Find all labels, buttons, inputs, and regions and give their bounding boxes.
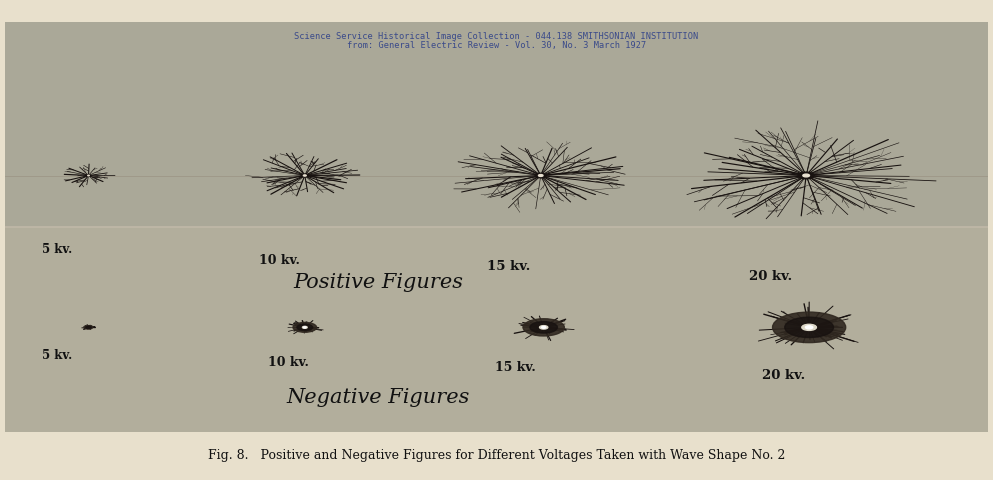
Circle shape xyxy=(297,324,313,331)
Text: 20 kv.: 20 kv. xyxy=(762,370,805,383)
Text: 5 kv.: 5 kv. xyxy=(43,243,72,256)
Circle shape xyxy=(535,173,546,178)
Circle shape xyxy=(523,319,564,336)
Circle shape xyxy=(304,175,306,176)
Circle shape xyxy=(773,312,846,343)
Circle shape xyxy=(803,174,809,177)
Circle shape xyxy=(538,175,543,177)
Circle shape xyxy=(86,175,90,176)
Circle shape xyxy=(84,325,92,329)
Circle shape xyxy=(293,323,317,332)
Text: 5 kv.: 5 kv. xyxy=(43,349,72,362)
Circle shape xyxy=(85,326,91,328)
Circle shape xyxy=(302,174,308,177)
Text: Science Service Historical Image Collection - 044.138 SMITHSONIAN INSTITUTION: Science Service Historical Image Collect… xyxy=(294,32,699,41)
Bar xyxy=(5,22,988,227)
Text: Fig. 8.   Positive and Negative Figures for Different Voltages Taken with Wave S: Fig. 8. Positive and Negative Figures fo… xyxy=(208,448,785,462)
Bar xyxy=(5,227,988,432)
Circle shape xyxy=(304,327,306,328)
Circle shape xyxy=(784,317,833,337)
Text: Positive Figures: Positive Figures xyxy=(294,273,464,292)
Text: 15 kv.: 15 kv. xyxy=(495,361,535,374)
Circle shape xyxy=(541,326,546,328)
Circle shape xyxy=(805,326,813,329)
Text: 15 kv.: 15 kv. xyxy=(487,260,530,273)
Circle shape xyxy=(801,324,816,330)
Text: 10 kv.: 10 kv. xyxy=(268,356,309,369)
Text: Negative Figures: Negative Figures xyxy=(287,388,471,407)
Text: 10 kv.: 10 kv. xyxy=(258,254,300,267)
Circle shape xyxy=(303,326,307,328)
Circle shape xyxy=(530,322,557,333)
Circle shape xyxy=(87,175,89,176)
Text: 20 kv.: 20 kv. xyxy=(749,270,792,283)
Circle shape xyxy=(539,325,548,329)
Text: from: General Electric Review - Vol. 30, No. 3 March 1927: from: General Electric Review - Vol. 30,… xyxy=(347,41,646,50)
Circle shape xyxy=(798,172,814,179)
